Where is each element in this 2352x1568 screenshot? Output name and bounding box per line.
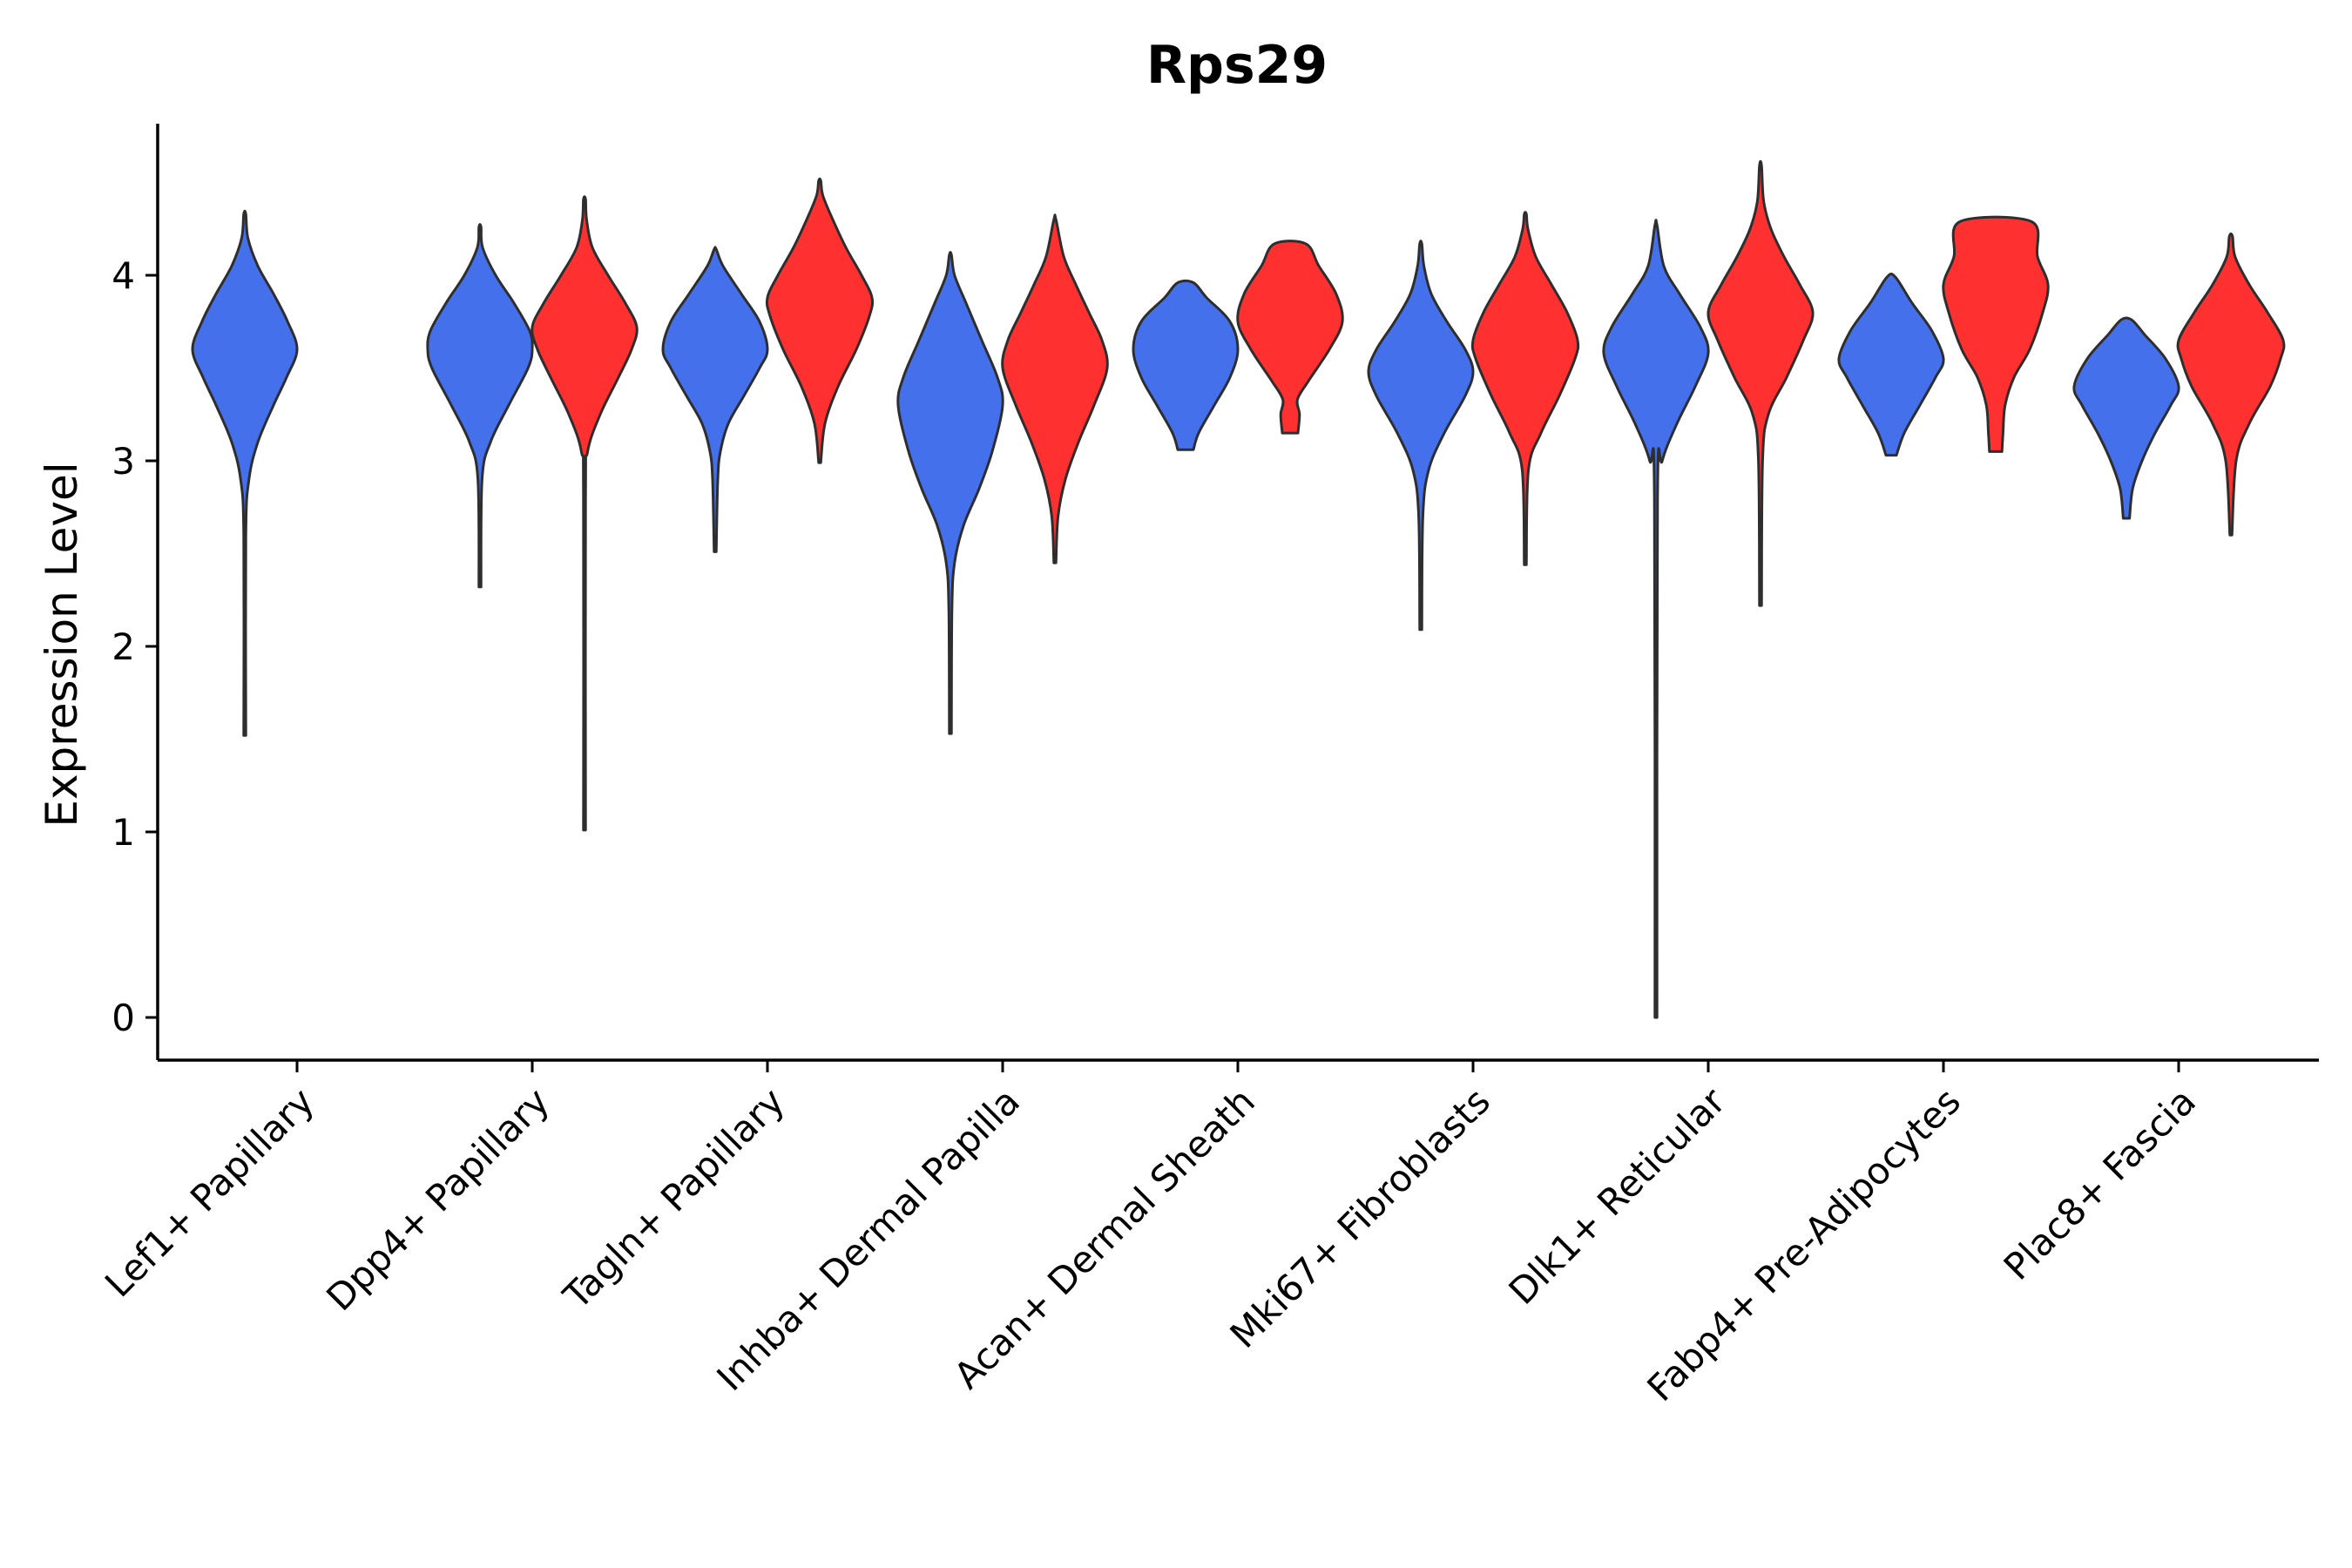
violin-group_a — [2072, 316, 2180, 520]
y-tick-label: 0 — [112, 997, 135, 1039]
violin-group_b — [1001, 213, 1109, 564]
violin-group_a — [426, 223, 534, 589]
violin-group_b — [531, 195, 639, 832]
x-tick-label: Lef1+ Papillary — [97, 1079, 322, 1305]
chart-title: Rps29 — [1146, 35, 1328, 96]
y-axis-label: Expression Level — [37, 462, 87, 827]
violin-group_b — [2176, 232, 2286, 537]
violin-group_a — [1602, 219, 1710, 1019]
x-tick-label: Dpp4+ Papillary — [318, 1079, 558, 1319]
y-tick-label: 4 — [112, 254, 135, 297]
y-tick-label: 3 — [112, 440, 135, 483]
y-tick-label: 1 — [112, 811, 135, 854]
violin-group_a — [191, 209, 299, 737]
violin-group_b — [765, 177, 875, 464]
violin-group_a — [1837, 272, 1945, 457]
y-axis-ticks: 0 1 2 3 4 — [112, 254, 158, 1039]
violin-layer — [191, 159, 2286, 1019]
x-tick-label: Plac8+ Fascia — [1996, 1079, 2204, 1288]
violin-group_b — [1236, 240, 1344, 435]
violin-group_a — [896, 251, 1004, 735]
violin-group_b — [1707, 159, 1815, 607]
violin-group_a — [661, 246, 769, 553]
violin-group_b — [1470, 211, 1580, 566]
y-tick-label: 2 — [112, 625, 135, 668]
violin-group_b — [1942, 215, 2050, 453]
x-tick-label: Tagln+ Papillary — [555, 1079, 793, 1317]
violin-group_a — [1132, 279, 1240, 451]
x-tick-label: Dlk1+ Reticular — [1501, 1079, 1734, 1313]
x-tick-label: Mki67+ Fibroblasts — [1222, 1079, 1498, 1355]
violin-group_a — [1367, 240, 1475, 632]
